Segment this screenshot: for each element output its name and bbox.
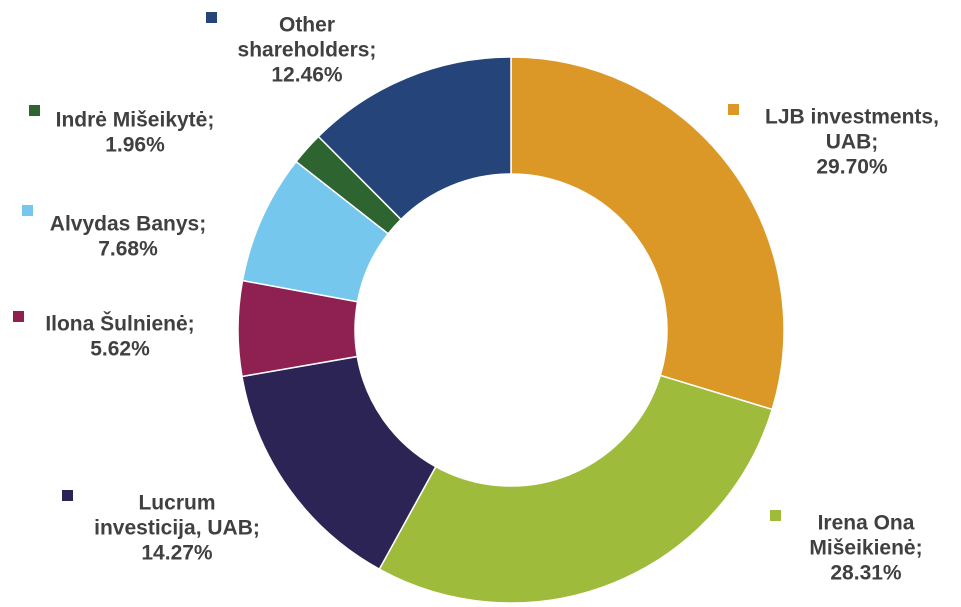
slice-label: Indrė Mišeikytė; 1.96% — [56, 109, 215, 157]
slice-label-line: Alvydas Banys; — [50, 213, 206, 236]
slice-label-line: 7.68% — [98, 238, 158, 261]
slice-label-line: 29.70% — [816, 156, 888, 179]
donut-slices — [237, 56, 785, 604]
slice-other-shareholders — [317, 56, 512, 221]
slice-label: Ilona Šulnienė; 5.62% — [45, 312, 194, 361]
legend-marker — [728, 104, 739, 115]
slice-label-line: shareholders; — [238, 39, 377, 62]
slice-ljb-investments-uab — [510, 56, 785, 411]
slice-irena-ona-mi-eikien- — [378, 374, 774, 604]
legend-marker — [29, 105, 40, 116]
legend-marker — [770, 510, 781, 521]
legend-marker — [62, 490, 73, 501]
slice-label: Irena Ona Mišeikienė; 28.31% — [809, 512, 922, 585]
slice-label: Other shareholders; 12.46% — [238, 14, 377, 87]
slice-label-line: 12.46% — [271, 64, 343, 87]
legend-marker — [22, 205, 33, 216]
slice-labels: LJB investments, UAB; 29.70% Irena Ona Mišei… — [13, 12, 939, 585]
slice-label-line: Other — [279, 14, 335, 37]
slice-label-line: 28.31% — [830, 562, 902, 585]
slice-label-line: Mišeikienė; — [809, 537, 922, 560]
legend-marker — [13, 311, 24, 322]
slice-label-line: investicija, UAB; — [94, 517, 260, 540]
slice-label-line: Irena Ona — [818, 512, 915, 535]
slice-label-line: Lucrum — [138, 492, 215, 515]
slice-label-line: 14.27% — [141, 542, 213, 565]
slice-label: LJB investments, UAB; 29.70% — [765, 106, 939, 179]
slice-label-line: 5.62% — [90, 338, 150, 361]
slice-label: Lucrum investicija, UAB; 14.27% — [94, 492, 260, 565]
slice-label-line: Indrė Mišeikytė; — [56, 109, 215, 132]
slice-label-line: Ilona Šulnienė; — [45, 312, 194, 336]
slice-label: Alvydas Banys; 7.68% — [50, 213, 206, 261]
slice-label-line: UAB; — [826, 131, 879, 154]
slice-label-line: LJB investments, — [765, 106, 939, 129]
slice-label-line: 1.96% — [105, 134, 165, 157]
legend-marker — [206, 12, 217, 23]
